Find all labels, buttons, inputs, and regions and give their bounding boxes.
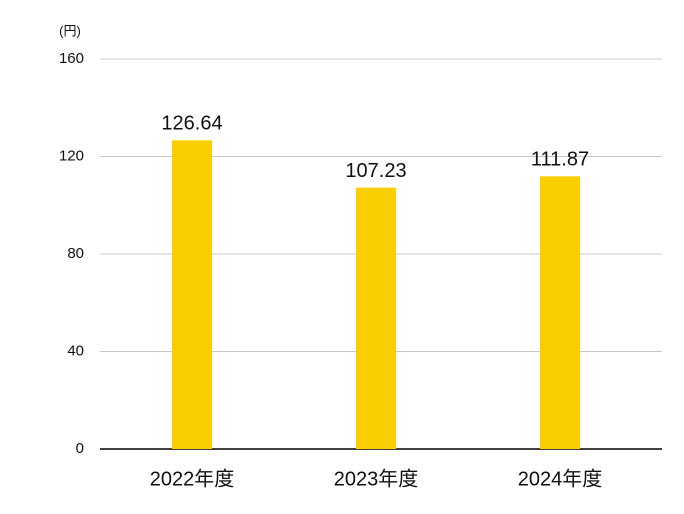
x-tick-label: 2024年度 xyxy=(518,467,603,490)
bar xyxy=(356,187,396,449)
bar xyxy=(172,140,212,449)
y-tick-label: 40 xyxy=(67,342,84,359)
y-tick-label: 160 xyxy=(59,50,84,67)
y-tick-label: 0 xyxy=(76,440,84,457)
x-tick-label: 2022年度 xyxy=(150,467,235,490)
value-label: 111.87 xyxy=(531,149,589,171)
y-tick-label: 80 xyxy=(67,245,84,262)
value-label: 107.23 xyxy=(345,160,406,182)
value-label: 126.64 xyxy=(161,113,222,135)
x-tick-label: 2023年度 xyxy=(334,467,419,490)
y-axis-label: (円) xyxy=(59,23,81,38)
y-tick-label: 120 xyxy=(59,147,84,164)
bar xyxy=(540,176,580,449)
